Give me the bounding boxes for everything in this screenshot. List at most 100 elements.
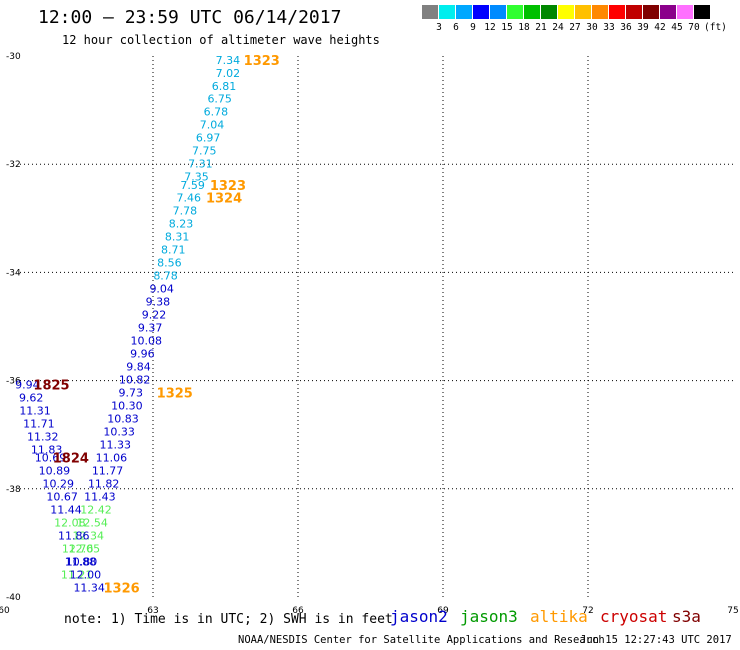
scale-label: 27	[569, 22, 581, 33]
scale-label: 24	[552, 22, 564, 33]
y-tick-label: -30	[6, 52, 21, 62]
legend-altika: altika	[530, 607, 588, 626]
scale-swatch	[456, 5, 472, 19]
wave-height-label: 8.31	[165, 231, 190, 244]
scale-label: 12	[484, 22, 496, 33]
wave-height-label: 7.34	[216, 54, 241, 67]
time-annotation: 1326	[103, 581, 139, 596]
wave-height-label: 10.82	[119, 374, 151, 387]
y-tick-label: -32	[6, 160, 21, 170]
scale-swatch	[592, 5, 608, 19]
legend-jason2: jason2	[390, 607, 448, 626]
scale-swatch	[422, 5, 438, 19]
y-tick-label: -38	[6, 485, 21, 495]
chart-subtitle: 12 hour collection of altimeter wave hei…	[62, 33, 380, 47]
wave-height-label: 12.54	[76, 516, 108, 529]
x-tick-label: 75	[727, 606, 738, 616]
scale-swatch	[439, 5, 455, 19]
wave-height-label: 12.42	[80, 503, 112, 516]
footer-note: note: 1) Time is in UTC; 2) SWH is in fe…	[64, 612, 393, 627]
legend-cryosat: cryosat	[600, 607, 668, 626]
wave-height-label: 12.00	[70, 568, 102, 581]
time-annotation: 1824	[53, 451, 89, 466]
wave-height-label: 10.08	[130, 335, 162, 348]
wave-height-label: 6.97	[196, 132, 221, 145]
wave-height-label: 7.31	[188, 158, 213, 171]
scale-label: 18	[518, 22, 530, 33]
wave-height-label: 7.75	[192, 145, 217, 158]
scale-swatch	[609, 5, 625, 19]
time-annotation: 1325	[157, 387, 193, 402]
scale-label: 9	[470, 22, 476, 33]
wave-height-label: 12.05	[69, 542, 101, 555]
wave-height-label: 11.43	[84, 490, 116, 503]
legend-jason3: jason3	[460, 607, 518, 626]
wave-height-label: 7.46	[177, 192, 202, 205]
scale-swatch	[626, 5, 642, 19]
wave-height-label: 10.67	[46, 490, 78, 503]
wave-height-label: 10.80	[66, 555, 98, 568]
x-tick-label: 69	[437, 606, 449, 616]
scale-label: 30	[586, 22, 598, 33]
wave-height-label: 9.38	[146, 296, 171, 309]
time-annotation: 1323	[210, 179, 246, 194]
scale-label: 70	[688, 22, 700, 33]
wave-height-label: 11.21	[61, 568, 93, 581]
wave-height-label: 7.04	[200, 119, 225, 132]
y-tick-label: -40	[6, 593, 21, 603]
wave-height-label: 9.62	[19, 391, 44, 404]
wave-height-label: 11.83	[31, 443, 63, 456]
scale-swatch	[507, 5, 523, 19]
wave-height-label: 11.82	[88, 477, 120, 490]
wave-height-label: 8.56	[157, 257, 182, 270]
wave-height-label: 11.33	[100, 438, 132, 451]
scale-label: 33	[603, 22, 615, 33]
wave-height-label: 12.08	[54, 516, 86, 529]
scale-label: 39	[637, 22, 649, 33]
scale-swatch	[490, 5, 506, 19]
footer-credit: NOAA/NESDIS Center for Satellite Applica…	[238, 634, 605, 646]
wave-height-label: 11.88	[65, 555, 97, 568]
wave-height-label: 6.75	[207, 93, 232, 106]
wave-height-label: 6.81	[212, 80, 237, 93]
wave-height-label: 8.71	[161, 244, 186, 257]
wave-height-label: 9.37	[138, 322, 163, 335]
wave-height-label: 8.23	[169, 218, 194, 231]
wave-height-label: 7.59	[180, 179, 205, 192]
wave-height-label: 8.78	[153, 270, 178, 283]
wave-height-label: 12.34	[72, 529, 104, 542]
wave-height-label: 12.76	[62, 542, 94, 555]
wave-height-label: 10.69	[35, 451, 67, 464]
y-tick-label: -34	[6, 268, 21, 278]
wave-height-label: 9.73	[119, 387, 144, 400]
wave-height-label: 9.94	[15, 378, 40, 391]
wave-height-label: 11.44	[50, 503, 82, 516]
chart-title: 12:00 – 23:59 UTC 06/14/2017	[38, 7, 342, 28]
scale-label: 42	[654, 22, 666, 33]
wave-height-label: 9.22	[142, 309, 167, 322]
wave-height-label: 7.78	[173, 205, 198, 218]
wave-height-label: 7.02	[216, 67, 241, 80]
scale-unit: (ft)	[704, 22, 727, 33]
wave-height-label: 9.84	[126, 361, 151, 374]
scale-label: 6	[453, 22, 459, 33]
y-tick-label: -36	[6, 377, 21, 387]
legend-s3a: s3a	[672, 607, 701, 626]
wave-height-label: 10.29	[43, 477, 75, 490]
scale-swatch	[677, 5, 693, 19]
wave-height-label: 10.83	[107, 412, 139, 425]
scale-swatch	[524, 5, 540, 19]
wave-height-label: 6.78	[204, 106, 229, 119]
time-annotation: 1324	[206, 192, 242, 207]
wave-height-label: 7.35	[184, 171, 209, 184]
scale-swatch	[541, 5, 557, 19]
scale-label: 3	[436, 22, 442, 33]
scale-label: 21	[535, 22, 547, 33]
wave-height-label: 11.86	[58, 529, 90, 542]
wave-height-label: 10.33	[103, 425, 135, 438]
wave-height-label: 11.32	[27, 430, 59, 443]
x-tick-label: 63	[147, 606, 158, 616]
time-annotation: 1825	[33, 378, 69, 393]
wave-height-label: 11.31	[19, 404, 51, 417]
